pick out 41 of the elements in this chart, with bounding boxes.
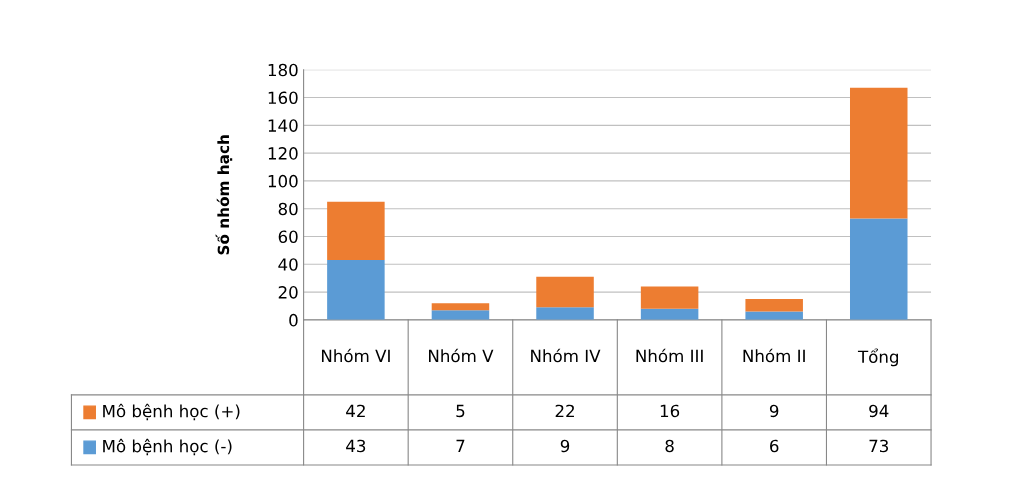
bar bbox=[850, 218, 908, 320]
bar bbox=[745, 299, 803, 312]
y-tick-label: 40 bbox=[278, 258, 298, 271]
bar bbox=[850, 87, 908, 219]
bar bbox=[327, 201, 385, 261]
y-tick-label: 0 bbox=[289, 313, 298, 327]
data-label: 73 bbox=[869, 439, 889, 453]
bar bbox=[431, 310, 490, 320]
bar bbox=[327, 260, 385, 320]
bar bbox=[536, 307, 594, 320]
y-axis-title: Số nhóm hạch bbox=[215, 135, 233, 255]
y-tick-label: 120 bbox=[268, 147, 298, 160]
y-tick-label: 140 bbox=[268, 119, 298, 132]
data-label: 43 bbox=[346, 439, 366, 453]
data-label: 5 bbox=[456, 404, 465, 418]
legend-label: Mô bệnh học (+) bbox=[103, 403, 240, 421]
y-tick-label: 60 bbox=[278, 230, 298, 244]
data-label: 7 bbox=[456, 439, 465, 453]
data-label: 16 bbox=[660, 404, 680, 418]
data-label: 6 bbox=[770, 439, 779, 453]
x-tick-label: Tổng bbox=[857, 348, 898, 367]
y-tick-label: 100 bbox=[268, 174, 298, 188]
data-label: 94 bbox=[869, 404, 889, 418]
x-tick-label: Nhóm IV bbox=[531, 348, 601, 363]
data-label: 8 bbox=[665, 439, 674, 453]
x-tick-label: Nhóm II bbox=[743, 348, 805, 363]
x-tick-label: Nhóm III bbox=[636, 348, 703, 363]
data-label: 22 bbox=[555, 404, 574, 418]
y-tick-label: 160 bbox=[268, 91, 298, 105]
y-tick-label: 80 bbox=[278, 202, 298, 216]
data-label: 9 bbox=[560, 439, 570, 453]
bar bbox=[536, 276, 594, 308]
y-tick-label: 180 bbox=[268, 63, 298, 77]
data-label: 42 bbox=[346, 404, 365, 418]
bar bbox=[431, 303, 490, 311]
legend-label: Mô bệnh học (-) bbox=[103, 438, 232, 456]
x-tick-label: Nhóm VI bbox=[321, 348, 390, 363]
y-tick-label: 20 bbox=[278, 286, 298, 299]
data-label: 9 bbox=[769, 404, 779, 418]
bar bbox=[640, 286, 699, 309]
x-tick-label: Nhóm V bbox=[429, 348, 494, 363]
